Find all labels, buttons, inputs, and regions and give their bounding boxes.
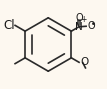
Text: O: O: [88, 21, 95, 31]
Text: •: •: [91, 20, 95, 29]
Text: O: O: [80, 57, 88, 67]
Text: +: +: [81, 15, 87, 24]
Text: O: O: [75, 13, 83, 23]
Text: N: N: [75, 22, 83, 32]
Text: Cl: Cl: [3, 19, 15, 32]
